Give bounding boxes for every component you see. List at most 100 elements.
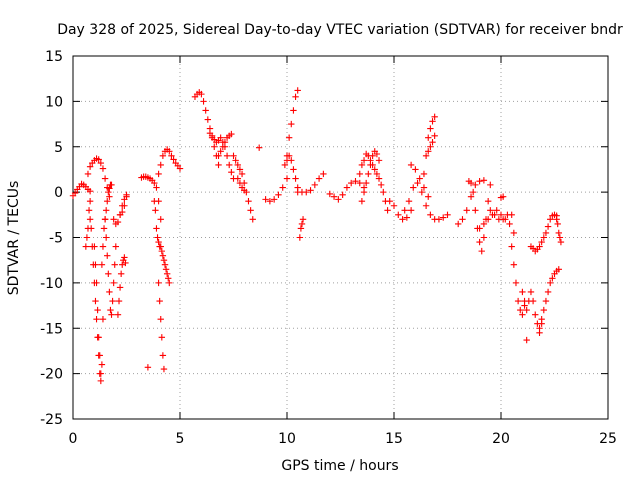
data-point xyxy=(547,279,554,287)
data-point xyxy=(472,181,479,189)
data-point xyxy=(283,152,291,160)
data-point xyxy=(249,216,256,223)
data-point xyxy=(360,157,368,164)
data-point xyxy=(241,187,248,194)
data-point xyxy=(159,352,167,359)
data-point xyxy=(144,364,152,371)
data-point xyxy=(339,191,346,199)
series-arc-22 xyxy=(262,175,291,205)
data-point xyxy=(294,87,301,94)
data-point xyxy=(110,216,117,223)
series-arc-26 xyxy=(296,216,307,241)
data-point xyxy=(425,134,432,141)
data-point xyxy=(315,175,323,182)
data-point xyxy=(157,161,164,169)
data-point xyxy=(469,188,477,196)
x-tick-label: 20 xyxy=(492,431,510,447)
y-tick-label: -5 xyxy=(49,231,63,247)
series-arc-28 xyxy=(356,150,391,214)
data-point xyxy=(356,179,363,187)
series-arc-34 xyxy=(425,132,438,155)
series-arc-23 xyxy=(281,152,301,191)
data-point xyxy=(487,181,494,189)
series-arc-38 xyxy=(487,207,515,223)
data-point xyxy=(84,170,92,178)
data-point xyxy=(410,184,417,191)
data-point xyxy=(508,243,515,250)
data-point xyxy=(121,254,128,261)
data-point xyxy=(160,365,168,373)
data-point xyxy=(514,297,522,305)
data-point xyxy=(165,275,172,282)
data-point xyxy=(519,311,526,318)
data-point xyxy=(422,202,430,209)
series-arc-35 xyxy=(455,177,488,228)
data-point xyxy=(519,288,526,296)
data-point xyxy=(472,207,479,214)
series-arc-43 xyxy=(527,211,560,255)
chart-title: Day 328 of 2025, Sidereal Day-to-day VTE… xyxy=(57,22,623,38)
data-point xyxy=(226,161,233,169)
data-point xyxy=(152,207,159,214)
data-point xyxy=(335,196,342,203)
data-point xyxy=(320,170,327,178)
data-point xyxy=(506,220,513,228)
data-point xyxy=(527,288,535,296)
data-point xyxy=(97,377,105,385)
data-point xyxy=(420,170,428,178)
data-point xyxy=(157,216,164,223)
data-point xyxy=(92,297,99,305)
data-point xyxy=(542,297,550,305)
data-point xyxy=(476,225,483,232)
data-point xyxy=(360,188,368,196)
data-point xyxy=(107,306,114,314)
data-point xyxy=(542,229,550,237)
data-point xyxy=(228,168,235,176)
data-point xyxy=(106,193,113,200)
data-point xyxy=(86,188,94,195)
series-arc-31 xyxy=(401,179,451,223)
data-point xyxy=(405,198,413,205)
data-point xyxy=(115,297,123,305)
data-point xyxy=(556,234,564,241)
data-point xyxy=(288,157,295,164)
data-point xyxy=(170,156,177,163)
x-tick-labels: 0 5 10 15 20 25 xyxy=(69,431,617,447)
data-point xyxy=(343,184,351,191)
data-point xyxy=(153,184,160,191)
data-point xyxy=(200,98,207,105)
data-point xyxy=(554,220,561,228)
series-arc-14 xyxy=(155,279,168,373)
data-point xyxy=(510,261,518,268)
data-point xyxy=(540,234,547,241)
data-point xyxy=(555,229,562,237)
data-point xyxy=(108,181,115,189)
data-point xyxy=(119,261,126,268)
series-arc-13 xyxy=(151,198,173,287)
data-point xyxy=(87,225,95,232)
data-point xyxy=(555,266,562,273)
y-tick-label: -15 xyxy=(40,321,63,337)
data-point xyxy=(95,156,102,163)
data-point xyxy=(352,178,359,185)
data-point xyxy=(540,306,547,314)
data-point xyxy=(262,196,269,203)
y-tick-label: 10 xyxy=(45,94,63,110)
x-tick-label: 15 xyxy=(385,431,403,447)
data-point xyxy=(373,170,381,178)
data-point xyxy=(367,161,374,169)
data-point xyxy=(228,130,235,138)
data-point xyxy=(557,238,565,246)
y-tick-label: 5 xyxy=(54,140,63,156)
data-point xyxy=(517,306,524,314)
data-point xyxy=(215,161,222,169)
data-point xyxy=(358,161,366,169)
data-point xyxy=(255,144,263,151)
data-point xyxy=(270,196,278,203)
data-point xyxy=(532,311,539,318)
data-point xyxy=(292,175,299,182)
data-point xyxy=(429,139,436,146)
series-arc-45 xyxy=(553,212,565,246)
data-point xyxy=(162,266,170,273)
